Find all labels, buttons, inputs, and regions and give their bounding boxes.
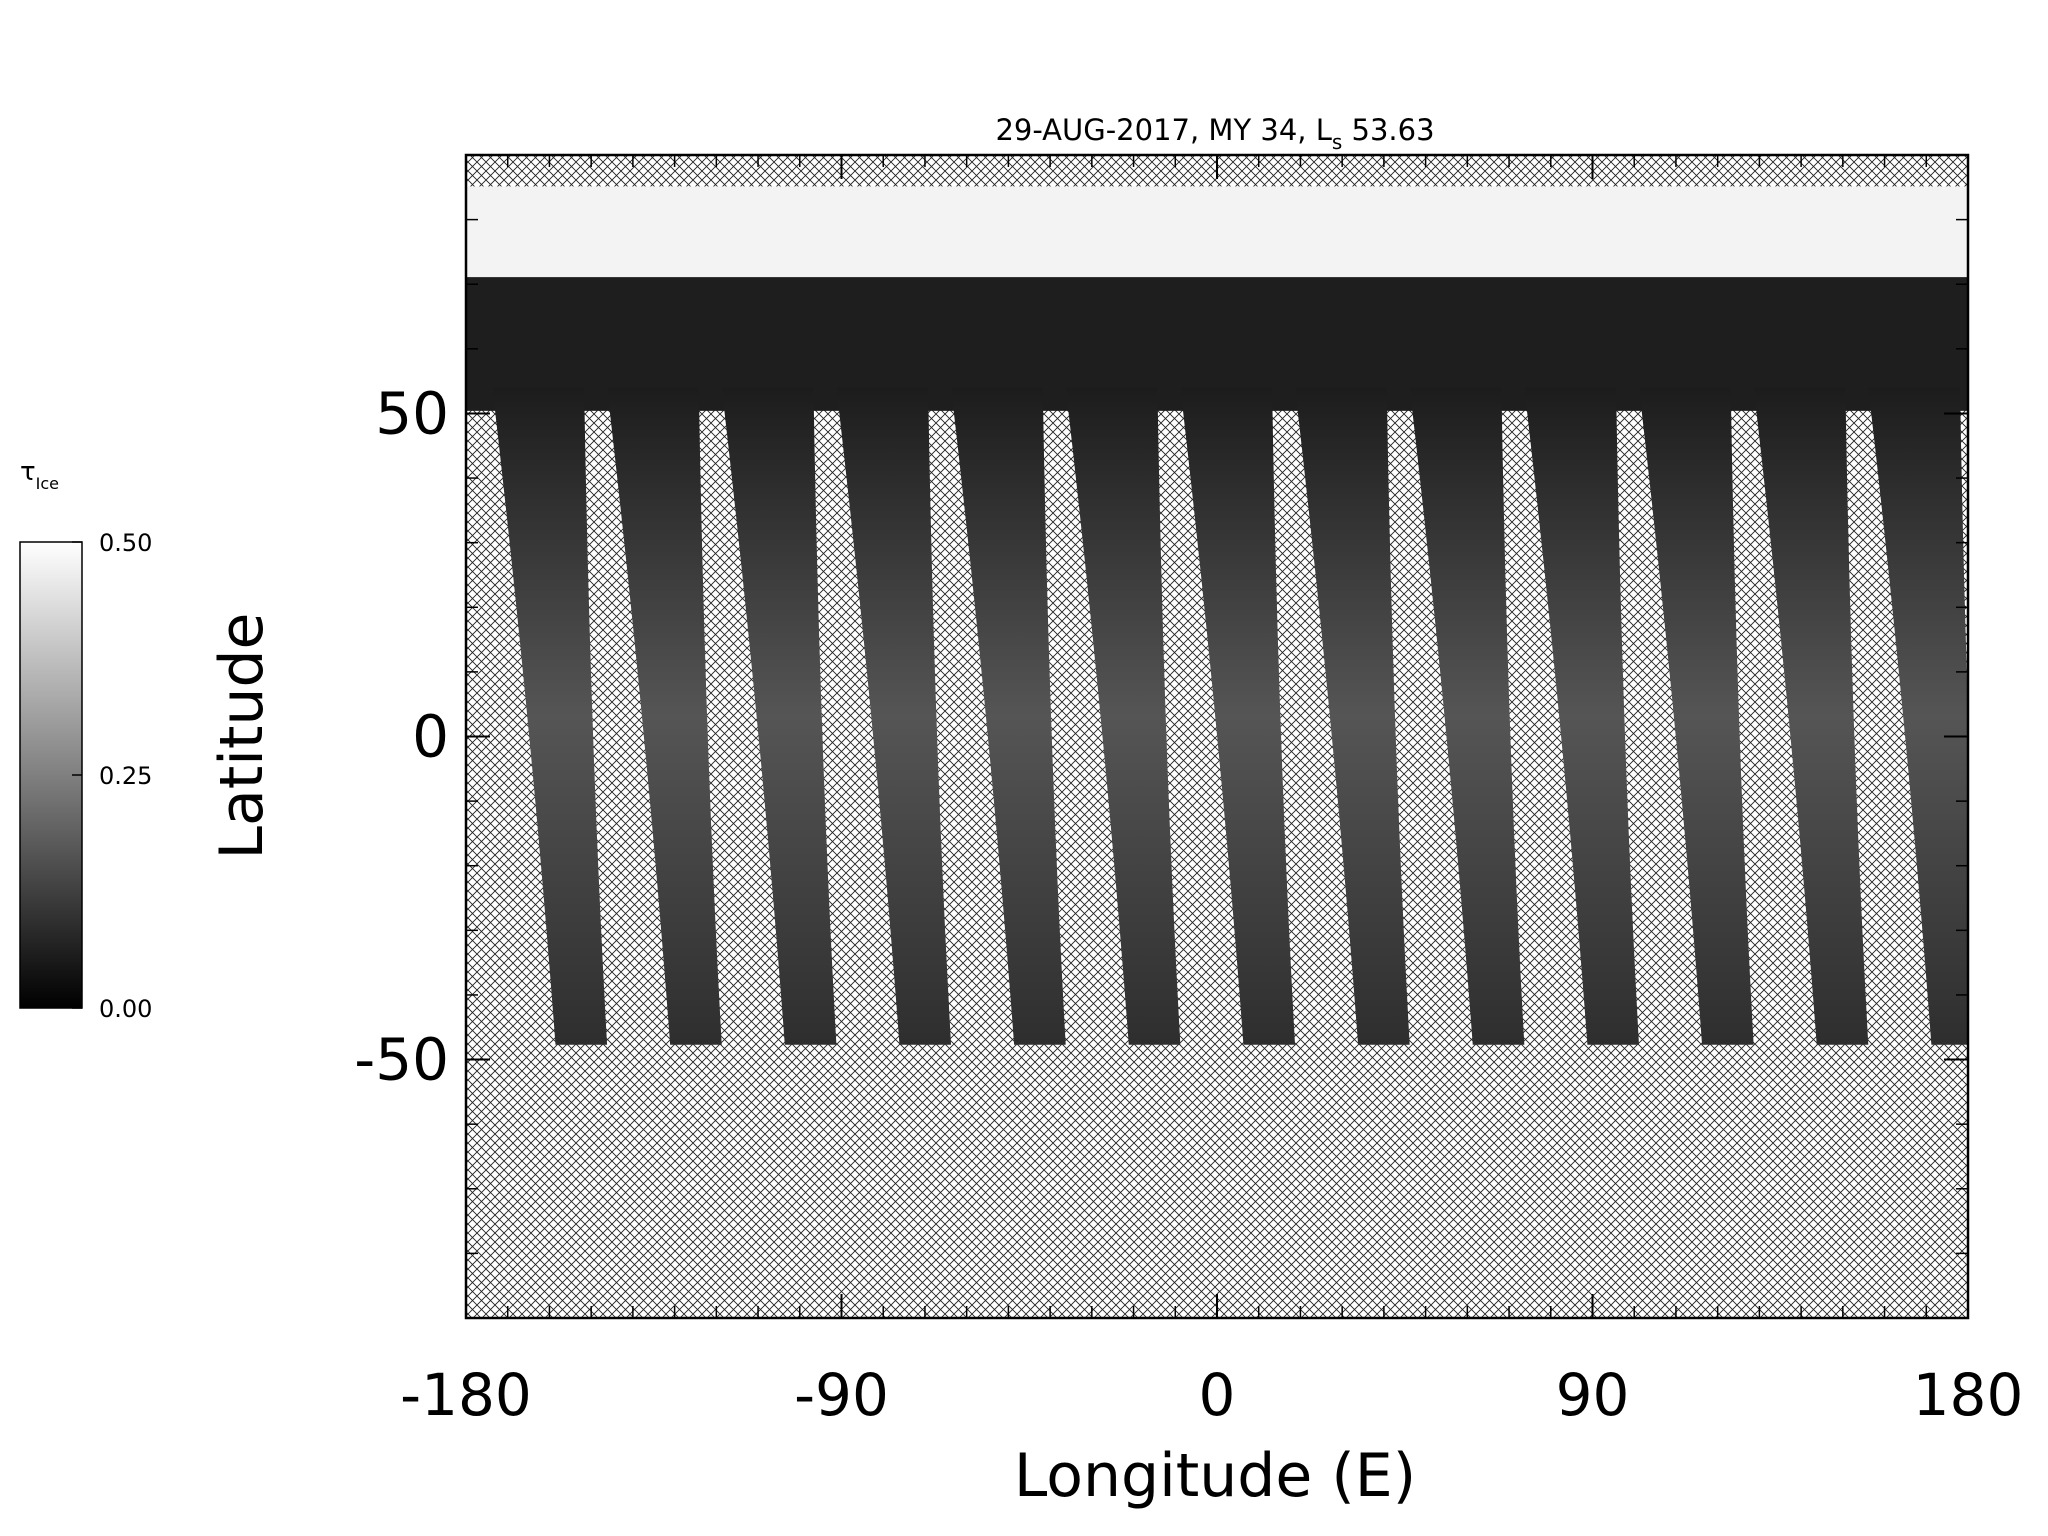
swath [1180,387,1296,1045]
swath [1638,387,1754,1045]
swath [1983,388,2048,1045]
swath [1753,387,1869,1045]
swath [951,387,1066,1045]
colorbar-label: τIce [20,457,59,493]
x-tick-label: 90 [1556,1361,1630,1429]
x-tick-label: 0 [1199,1361,1236,1429]
colorbar-tick-label: 0.50 [99,529,152,557]
y-axis-label: Latitude [207,613,277,860]
x-axis-label: Longitude (E) [1014,1441,1416,1511]
y-tick-label: -50 [354,1026,449,1094]
swath [721,387,837,1045]
swath [1065,387,1181,1045]
swath [836,387,952,1045]
colorbar-tick-label: 0.25 [99,762,152,790]
x-tick-label: -180 [400,1361,532,1429]
swath [492,387,608,1045]
swath [1295,387,1410,1045]
swath [607,387,722,1045]
y-tick-label: 0 [412,703,449,771]
swath [1409,387,1525,1045]
map-image [466,155,2048,1318]
colorbar [19,541,83,1009]
y-tick-label: 50 [375,379,449,447]
colorbar-tick-label: 0.00 [99,995,152,1023]
swath [1524,387,1639,1045]
chart-title: 29-AUG-2017, MY 34, Ls 53.63 [995,113,1434,154]
swath [1868,387,1968,1045]
x-tick-label: -90 [794,1361,889,1429]
polar-cap [466,186,1968,283]
x-tick-label: 180 [1913,1361,2024,1429]
